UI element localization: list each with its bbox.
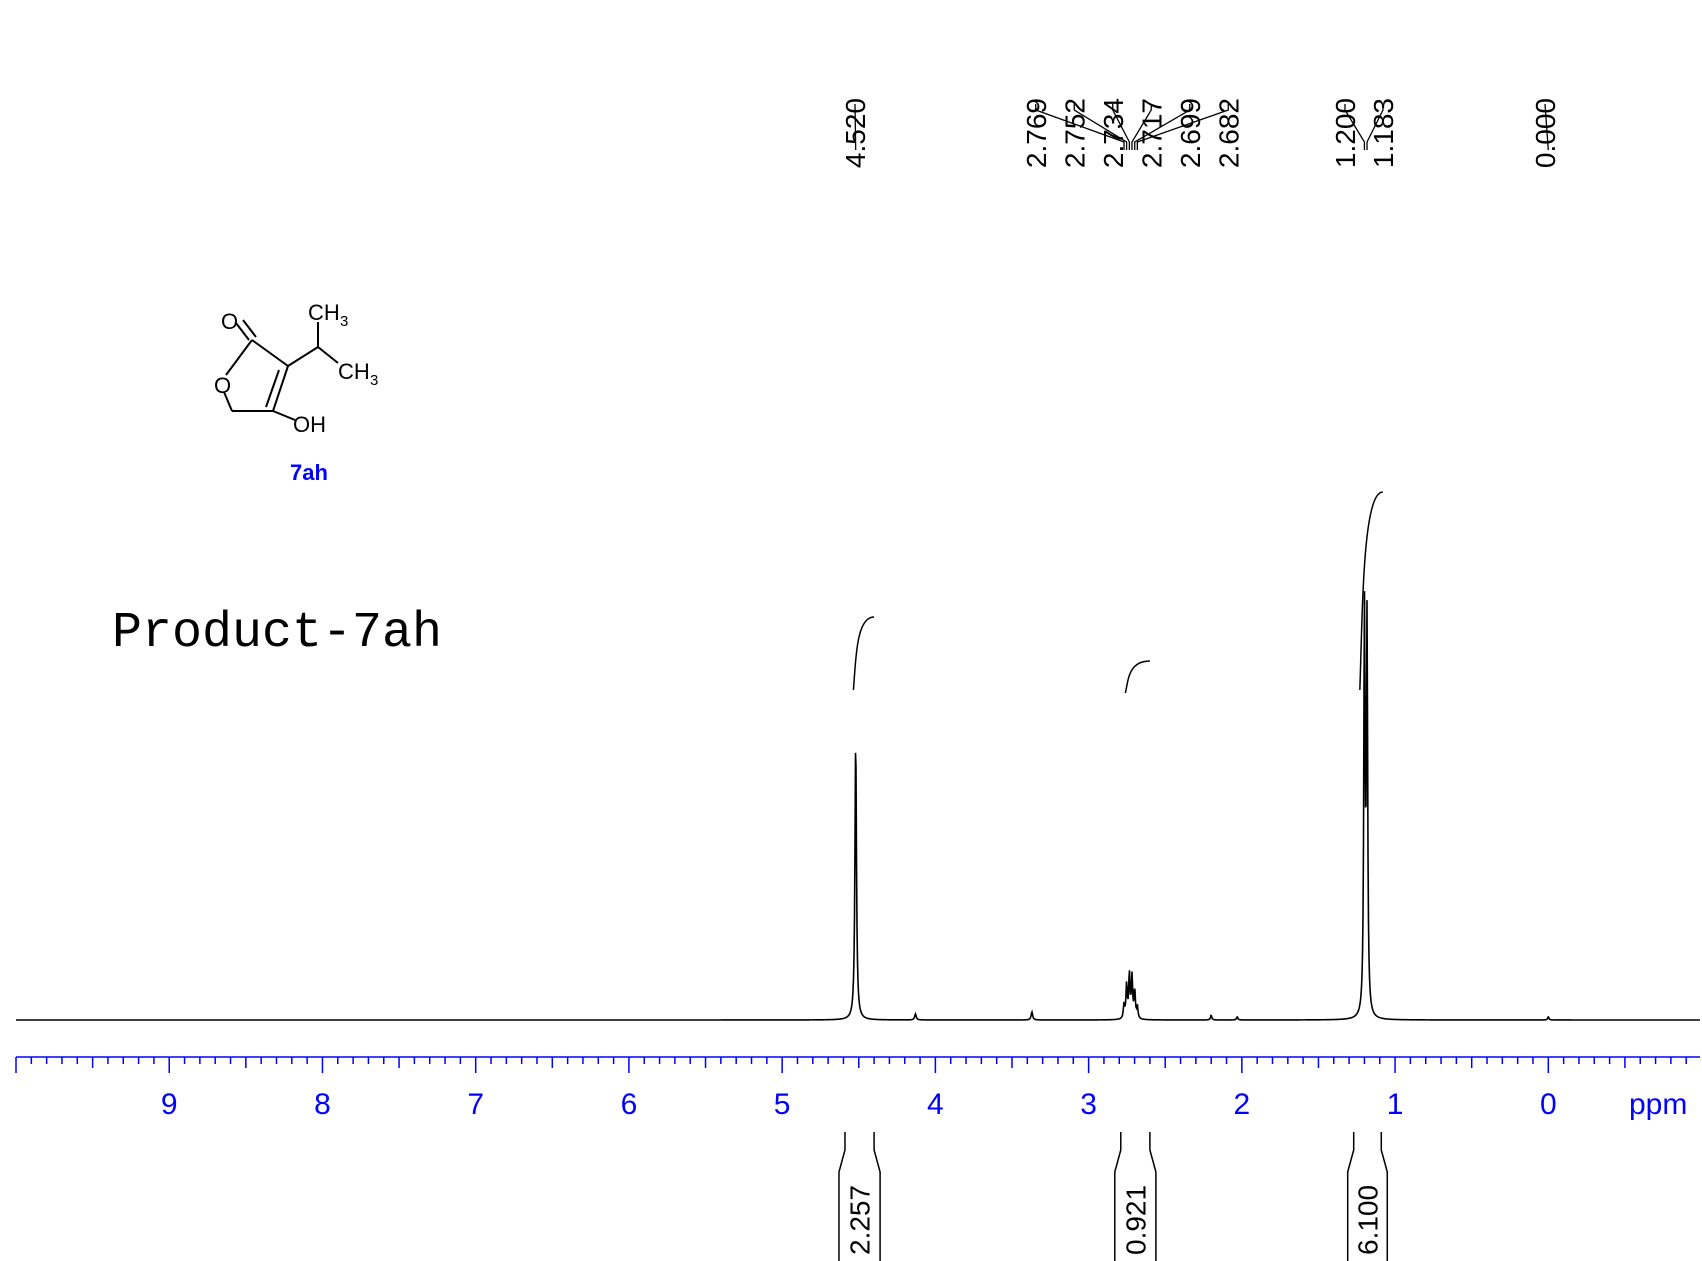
x-tick-label: 0 xyxy=(1540,1088,1557,1121)
peak-connector xyxy=(1112,104,1131,150)
x-tick-label: 7 xyxy=(467,1088,484,1121)
bond-c3-ch xyxy=(287,346,319,367)
x-tick-label: 8 xyxy=(314,1088,331,1121)
peak-connector xyxy=(1366,104,1384,150)
bond-c4-oh xyxy=(272,410,296,421)
integral-curves xyxy=(852,491,1384,694)
sample-label: Product-7ah xyxy=(112,605,442,662)
integral-value: 2.257 xyxy=(845,1185,876,1255)
x-tick-labels: 9 8 7 6 5 4 3 2 1 0 xyxy=(161,1088,1557,1121)
integral-value: 0.921 xyxy=(1120,1185,1151,1255)
peak-connectors xyxy=(854,103,1549,151)
integral-curve xyxy=(852,616,875,691)
peak-connector xyxy=(1035,104,1125,150)
integral-curve xyxy=(1124,660,1150,694)
bond-c3-c4 xyxy=(272,365,289,412)
integral-labels: 2.257 0.921 6.100 xyxy=(845,1185,1384,1255)
bond-c2-o-carbonyl-b xyxy=(242,319,257,338)
integral-bracket-left xyxy=(1114,1132,1122,1261)
bond-ch-ch3-right xyxy=(317,346,339,364)
peak-labels: 4.520 2.769 2.752 2.734 2.717 2.699 2.682 1.200… xyxy=(840,98,1561,168)
ring-oxygen-label: O xyxy=(214,373,231,398)
x-tick-label: 2 xyxy=(1233,1088,1250,1121)
peak-connector xyxy=(1344,104,1366,150)
methyl-top-label: CH xyxy=(308,300,340,325)
peak-connector xyxy=(1131,104,1152,150)
peak-connector xyxy=(1136,104,1229,150)
x-tick-label: 5 xyxy=(774,1088,791,1121)
integral-brackets xyxy=(838,1132,1389,1261)
x-axis-unit-label: ppm xyxy=(1629,1088,1687,1121)
integral-bracket-right xyxy=(873,1132,881,1261)
peak-connector xyxy=(1544,103,1549,151)
hydroxyl-label: OH xyxy=(293,412,326,437)
x-axis xyxy=(15,1056,1700,1073)
x-tick-label: 6 xyxy=(621,1088,638,1121)
peak-connector xyxy=(854,103,857,151)
compound-id: 7ah xyxy=(290,460,328,485)
x-tick-label: 4 xyxy=(927,1088,944,1121)
carbonyl-oxygen-label: O xyxy=(221,309,238,334)
bond-c2-o-carbonyl-a xyxy=(235,322,250,341)
integral-bracket-right xyxy=(1149,1132,1157,1261)
bond-c3-c4-double xyxy=(265,369,280,408)
integral-value: 6.100 xyxy=(1352,1185,1383,1255)
spectrum-line xyxy=(16,591,1700,1021)
bond-c5-o1 xyxy=(223,391,233,412)
methyl-right-subscript: 3 xyxy=(370,372,378,389)
x-tick-label: 9 xyxy=(161,1088,178,1121)
methyl-top-subscript: 3 xyxy=(340,313,348,330)
bond-c2-c3 xyxy=(251,339,289,367)
integral-curve xyxy=(1359,491,1384,691)
peak-connector xyxy=(1134,104,1191,150)
chemical-structure xyxy=(223,319,339,421)
integral-bracket-left xyxy=(1346,1132,1355,1261)
bond-o1-c2 xyxy=(225,339,253,376)
peak-connector xyxy=(1073,104,1128,150)
integral-bracket-left xyxy=(838,1132,846,1261)
methyl-right-label: CH xyxy=(338,359,370,384)
integral-bracket-right xyxy=(1380,1132,1389,1261)
x-tick-label: 1 xyxy=(1387,1088,1404,1121)
x-tick-label: 3 xyxy=(1080,1088,1097,1121)
